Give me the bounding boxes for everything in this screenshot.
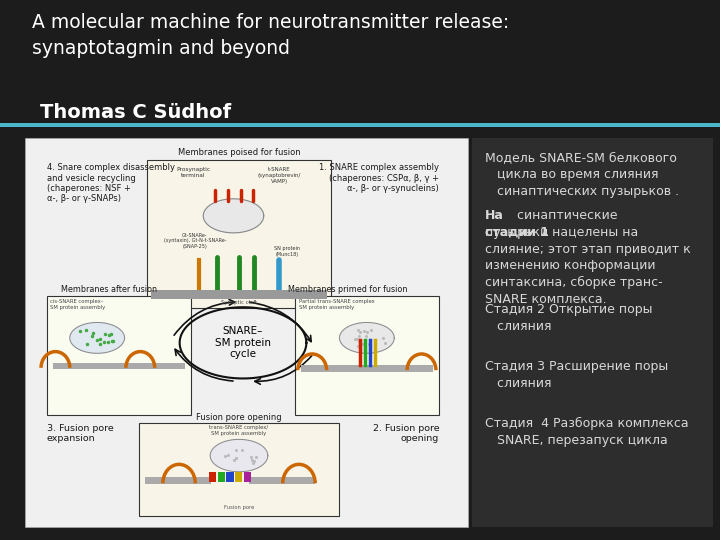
Bar	[209, 472, 216, 482]
Bar	[301, 366, 433, 372]
Bar	[472, 138, 713, 526]
Text: Synaptic cleft: Synaptic cleft	[221, 300, 257, 305]
Text: Модель SNARE-SM белкового
   цикла во время слияния
   синаптических пузырьков .: Модель SNARE-SM белкового цикла во время…	[485, 151, 683, 198]
Bar	[0, 123, 720, 127]
Text: синаптические
пузырьки нацелены на
слияние; этот этап приводит к
изменению конфо: синаптические пузырьки нацелены на слиян…	[485, 209, 690, 306]
Text: 2. Fusion pore
opening: 2. Fusion pore opening	[372, 424, 439, 443]
Text: A molecular machine for neurotransmitter release:
synaptotagmin and beyond: A molecular machine for neurotransmitter…	[32, 14, 510, 58]
Text: Membranes after fusion: Membranes after fusion	[61, 285, 157, 294]
Text: 4. Snare complex disassembly
and vesicle recycling
(chaperones: NSF +
α-, β- or : 4. Snare complex disassembly and vesicle…	[47, 163, 175, 204]
Polygon shape	[203, 199, 264, 233]
Bar	[139, 423, 339, 516]
Text: Prosynaptic
terminal: Prosynaptic terminal	[176, 167, 210, 178]
Bar	[226, 472, 233, 482]
Bar	[47, 296, 191, 415]
Text: Fusion pore: Fusion pore	[224, 505, 254, 510]
Text: 1. SNARE complex assembly
(chaperones: CSPα, β, γ +
α-, β- or γ-synucleins): 1. SNARE complex assembly (chaperones: C…	[319, 163, 439, 193]
Bar	[145, 477, 211, 484]
Bar	[150, 290, 328, 299]
Text: Стадия 2 Открытие поры
   слияния: Стадия 2 Открытие поры слияния	[485, 303, 652, 333]
Text: t-SNARE
(synaptobrevin/
VAMP): t-SNARE (synaptobrevin/ VAMP)	[258, 167, 301, 184]
Text: Gt-SNARe-
(syntaxin), Gt-N-t-SNARe-
(SNAP-25): Gt-SNARe- (syntaxin), Gt-N-t-SNARe- (SNA…	[163, 233, 226, 249]
Bar	[243, 472, 251, 482]
Bar	[217, 472, 225, 482]
Text: На
стадии 1: На стадии 1	[485, 209, 549, 239]
Bar	[235, 472, 242, 482]
Text: Thomas C Südhof: Thomas C Südhof	[40, 103, 230, 122]
Text: cis-SNARE complex–
SM protein assembly: cis-SNARE complex– SM protein assembly	[50, 299, 106, 310]
Polygon shape	[70, 322, 125, 353]
Text: Partial trans-SNARE complex
SM protein assembly: Partial trans-SNARE complex SM protein a…	[299, 299, 374, 310]
Text: trans-SNARE complex/
SM protein assembly: trans-SNARE complex/ SM protein assembly	[210, 426, 269, 436]
Polygon shape	[340, 322, 395, 353]
Text: Membranes poised for fusion: Membranes poised for fusion	[178, 148, 300, 157]
Text: Стадия 3 Расширение поры
   слияния: Стадия 3 Расширение поры слияния	[485, 360, 668, 390]
Text: Стадия  4 Разборка комплекса
   SNARE, перезапуск цикла: Стадия 4 Разборка комплекса SNARE, перез…	[485, 417, 688, 447]
Bar	[53, 363, 185, 369]
Bar	[25, 138, 468, 526]
Text: SNARE–
SM protein
cycle: SNARE– SM protein cycle	[215, 326, 271, 360]
Text: 3. Fusion pore
expansion: 3. Fusion pore expansion	[47, 424, 114, 443]
Bar	[147, 160, 331, 308]
Text: Membranes primed for fusion: Membranes primed for fusion	[288, 285, 407, 294]
Text: SN protein
(Munc18): SN protein (Munc18)	[274, 246, 300, 256]
Polygon shape	[210, 440, 268, 472]
Bar	[295, 296, 438, 415]
Bar	[249, 477, 315, 484]
Text: Fusion pore opening: Fusion pore opening	[196, 413, 282, 422]
